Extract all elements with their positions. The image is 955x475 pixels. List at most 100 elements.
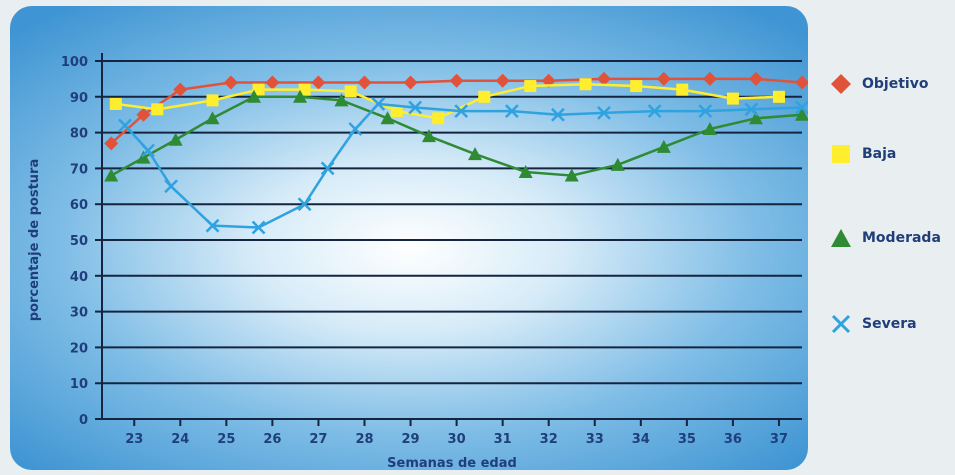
point-objetivo-1: [136, 107, 151, 122]
point-moderada-8: [421, 129, 436, 143]
x-tick-label-31: 31: [494, 432, 512, 447]
point-moderada-2: [168, 132, 183, 146]
point-moderada-11: [564, 168, 579, 182]
point-moderada-1: [136, 150, 151, 164]
point-severa-15: [698, 104, 713, 119]
triangle-icon: [831, 229, 851, 247]
y-tick-label-90: 90: [70, 91, 88, 106]
point-baja-9: [524, 80, 537, 93]
point-objetivo-0: [104, 136, 119, 151]
x-tick-label-28: 28: [355, 432, 373, 447]
point-severa-4: [251, 220, 266, 235]
x-tick-label-25: 25: [217, 432, 235, 447]
point-baja-2: [206, 94, 219, 107]
point-severa-7: [348, 122, 363, 136]
point-moderada-15: [748, 111, 763, 125]
point-severa-14: [647, 104, 662, 119]
x-tick-label-33: 33: [586, 432, 604, 447]
point-moderada-7: [380, 111, 395, 125]
point-severa-0: [118, 118, 132, 133]
legend-label-severa: Severa: [862, 316, 917, 332]
point-severa-16: [744, 102, 759, 117]
point-moderada-10: [518, 164, 533, 178]
point-moderada-3: [205, 111, 220, 125]
point-baja-4: [298, 83, 311, 96]
point-baja-6: [390, 105, 403, 118]
point-severa-9: [408, 100, 423, 115]
point-objetivo-2: [173, 82, 188, 97]
point-severa-13: [597, 106, 611, 120]
point-baja-1: [151, 103, 164, 116]
point-baja-8: [478, 90, 491, 103]
point-objetivo-13: [702, 71, 717, 86]
x-tick-label-24: 24: [171, 432, 189, 447]
point-baja-13: [726, 92, 739, 105]
point-objetivo-7: [403, 75, 418, 90]
point-baja-3: [252, 83, 265, 96]
x-tick-label-29: 29: [402, 432, 420, 447]
series-line-severa: [124, 102, 803, 229]
y-tick-label-60: 60: [70, 198, 88, 213]
y-tick-label-40: 40: [70, 270, 88, 285]
point-baja-14: [772, 90, 785, 103]
point-objetivo-11: [596, 71, 611, 86]
line-chart: 0 10 20 30 40 50 60 70 80 90 100 23 24 25 26 27 28 29 30 31…: [27, 53, 808, 470]
x-tick-label-36: 36: [724, 432, 742, 447]
point-objetivo-12: [656, 71, 671, 86]
point-moderada-5: [293, 89, 308, 103]
x-tick-label-34: 34: [632, 432, 650, 447]
point-objetivo-4: [265, 75, 280, 90]
point-objetivo-6: [357, 75, 372, 90]
y-tick-label-0: 0: [79, 413, 88, 428]
y-axis-title: porcentaje de postura: [27, 159, 42, 322]
y-tick-label-100: 100: [61, 55, 88, 70]
x-axis-title: Semanas de edad: [387, 456, 517, 470]
point-severa-5: [297, 197, 312, 212]
square-icon: [832, 145, 850, 163]
x-mark-icon: [831, 314, 851, 334]
point-severa-6: [320, 161, 335, 176]
legend-label-baja: Baja: [862, 146, 897, 162]
x-tick-label-30: 30: [448, 432, 466, 447]
y-tick-label-20: 20: [70, 341, 88, 356]
x-tick-label-32: 32: [540, 432, 558, 447]
legend-label-moderada: Moderada: [862, 230, 941, 246]
point-moderada-6: [334, 93, 349, 107]
x-tick-label-26: 26: [263, 432, 281, 447]
point-baja-10: [579, 78, 592, 91]
point-baja-11: [630, 80, 643, 93]
point-baja-12: [676, 83, 689, 96]
point-severa-8: [371, 97, 386, 111]
point-moderada-9: [468, 147, 483, 161]
diamond-icon: [831, 74, 851, 94]
point-severa-3: [205, 218, 220, 233]
y-tick-label-30: 30: [70, 306, 88, 321]
point-severa-10: [454, 104, 469, 119]
point-severa-1: [141, 143, 155, 158]
point-baja-0: [109, 97, 122, 110]
series-line-objetivo: [110, 77, 803, 145]
y-tick-label-10: 10: [70, 377, 88, 392]
point-objetivo-3: [223, 75, 238, 90]
point-objetivo-14: [748, 71, 763, 86]
point-moderada-4: [246, 89, 261, 103]
point-objetivo-8: [449, 73, 464, 88]
point-moderada-16: [795, 107, 808, 121]
point-moderada-12: [610, 157, 625, 171]
point-severa-17: [795, 100, 808, 115]
point-moderada-14: [702, 122, 717, 136]
point-moderada-13: [656, 139, 671, 153]
point-severa-2: [164, 179, 178, 194]
y-tick-label-80: 80: [70, 127, 88, 142]
legend-label-objetivo: Objetivo: [862, 76, 929, 92]
point-baja-5: [344, 85, 357, 98]
x-tick-label-27: 27: [309, 432, 327, 447]
legend-item-objetivo: Objetivo: [830, 70, 928, 98]
x-tick-label-23: 23: [125, 432, 143, 447]
point-objetivo-15: [795, 75, 808, 90]
legend-item-severa: Severa: [830, 310, 917, 338]
point-objetivo-5: [311, 75, 326, 90]
y-tick-label-70: 70: [70, 162, 88, 177]
point-severa-12: [551, 107, 565, 122]
chart-panel: 0 10 20 30 40 50 60 70 80 90 100 23 24 25 26 27 28 29 30 31…: [10, 6, 808, 470]
